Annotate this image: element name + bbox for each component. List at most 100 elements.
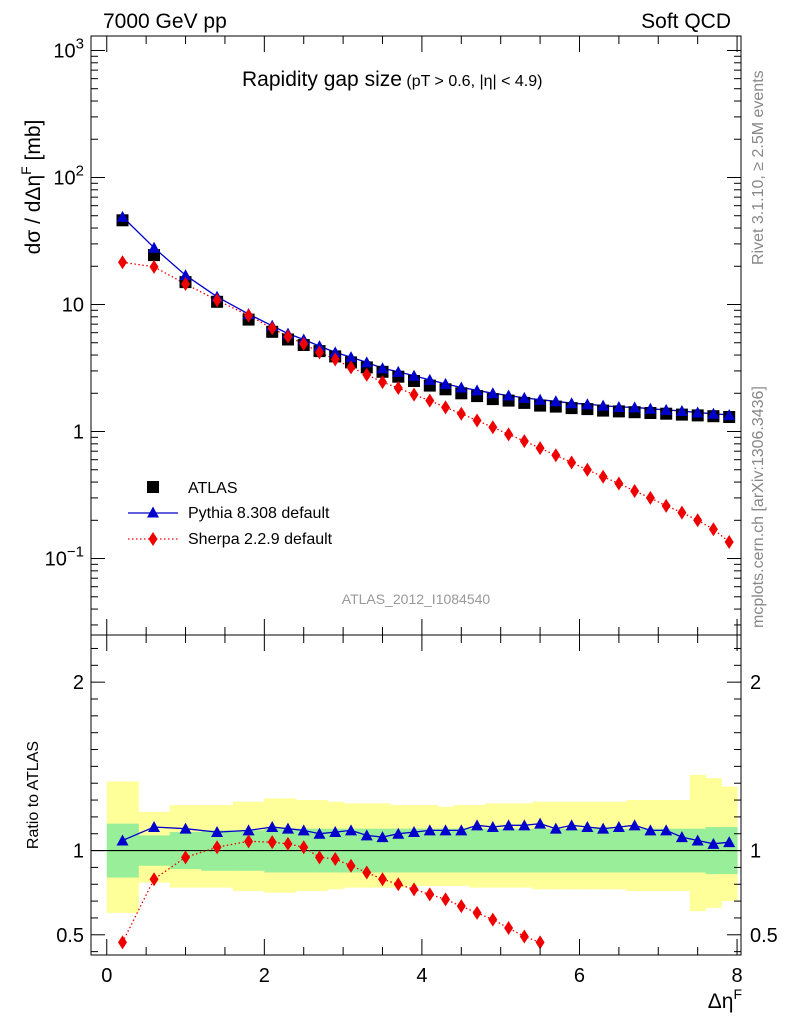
main-x-ticks <box>106 36 738 635</box>
main-point-pythia <box>660 403 673 415</box>
legend: ATLAS Pythia 8.308 default Sherpa 2.2.9 … <box>128 480 333 548</box>
main-point-sherpa <box>567 455 577 470</box>
main-point-sherpa <box>441 400 451 415</box>
ratio-point-sherpa <box>212 840 222 855</box>
main-point-sherpa <box>118 255 128 270</box>
main-point-sherpa <box>472 413 482 428</box>
main-point-pythia <box>581 398 594 410</box>
ratio-x-ticks: 0 2 4 6 8 <box>101 635 743 987</box>
main-point-sherpa <box>582 462 592 477</box>
main-point-pythia <box>691 406 704 418</box>
ratio-y-tick-label-right: 1 <box>750 841 761 863</box>
main-point-sherpa <box>598 469 608 484</box>
ratio-y-tick-label-right: 2 <box>750 672 761 694</box>
main-point-sherpa <box>267 321 277 336</box>
main-point-sherpa <box>283 329 293 344</box>
rivet-version-label: Rivet 3.1.10, ≥ 2.5M events <box>750 70 767 265</box>
ratio-point-pythia <box>179 822 192 834</box>
main-y-axis-label-sup: F <box>18 166 34 175</box>
main-point-sherpa <box>181 277 191 292</box>
x-tick-label: 2 <box>259 965 270 987</box>
ratio-y-tick-label-left: 0.5 <box>56 925 84 947</box>
main-point-pythia <box>707 407 720 419</box>
main-title: Rapidity gap size (pT > 0.6, |η| < 4.9) <box>242 68 542 91</box>
main-point-pythia <box>329 346 342 358</box>
main-y-axis-label-unit: [mb] <box>22 120 45 167</box>
main-point-sherpa <box>409 387 419 402</box>
ratio-point-pythia <box>455 824 468 836</box>
ratio-point-sherpa <box>118 935 128 950</box>
main-y-tick-label: 103 <box>53 35 84 62</box>
header-left-label: 7000 GeV pp <box>103 10 227 33</box>
ratio-point-pythia <box>297 824 310 836</box>
main-point-pythia <box>345 351 357 363</box>
analysis-label: ATLAS_2012_I1084540 <box>342 591 491 607</box>
ratio-point-sherpa <box>267 835 277 850</box>
ratio-point-sherpa <box>330 852 340 866</box>
main-point-pythia <box>392 365 405 377</box>
main-y-tick-label: 102 <box>53 162 84 189</box>
ratio-point-pythia <box>597 822 610 834</box>
ratio-point-pythia <box>211 826 224 838</box>
ratio-point-pythia <box>628 819 641 831</box>
ratio-point-pythia <box>281 822 294 834</box>
ratio-panel: 0.5 0.5 1 1 2 2 0 2 4 6 8 <box>56 634 778 987</box>
x-axis-label-main: Δη <box>708 990 734 1013</box>
main-point-sherpa <box>724 534 734 549</box>
ratio-point-sherpa <box>244 834 254 849</box>
legend-label-pythia: Pythia 8.308 default <box>188 505 330 522</box>
main-point-sherpa <box>378 375 388 390</box>
ratio-point-pythia <box>439 824 452 836</box>
ratio-point-pythia <box>518 819 531 831</box>
ratio-point-pythia <box>471 819 484 831</box>
main-point-pythia <box>116 210 129 222</box>
main-point-sherpa <box>393 381 403 396</box>
ratio-point-pythia <box>723 836 736 848</box>
ratio-point-pythia <box>707 837 720 849</box>
main-point-pythia <box>534 393 547 405</box>
main-point-pythia <box>518 391 531 403</box>
main-point-pythia <box>376 362 389 374</box>
main-point-sherpa <box>425 393 435 408</box>
main-point-pythia <box>360 356 373 368</box>
main-point-sherpa <box>362 367 372 382</box>
ratio-point-sherpa <box>472 905 482 920</box>
x-tick-label: 4 <box>416 965 427 987</box>
ratio-point-pythia <box>148 821 161 832</box>
main-point-pythia <box>471 384 484 396</box>
ratio-series-group <box>116 817 736 950</box>
ratio-point-sherpa <box>504 921 514 936</box>
ratio-panel-frame <box>90 634 742 956</box>
ratio-point-pythia <box>360 829 373 841</box>
mcplots-label: mcplots.cern.ch [arXiv:1306.3436] <box>750 386 767 628</box>
ratio-point-sherpa <box>378 872 388 887</box>
ratio-point-pythia <box>644 824 657 836</box>
main-point-pythia <box>408 369 421 381</box>
ratio-y-tick-label-right: 0.5 <box>750 925 778 947</box>
ratio-point-sherpa <box>346 858 356 873</box>
main-point-pythia <box>612 400 625 412</box>
main-point-sherpa <box>299 336 309 351</box>
ratio-point-pythia <box>376 831 389 843</box>
main-point-sherpa <box>149 259 159 274</box>
main-point-sherpa <box>244 308 254 323</box>
ratio-point-sherpa <box>488 912 498 927</box>
ratio-point-pythia <box>565 819 578 831</box>
ratio-point-pythia <box>502 819 515 831</box>
ratio-point-pythia <box>329 826 342 838</box>
ratio-point-sherpa <box>283 836 293 851</box>
main-point-pythia <box>455 381 468 393</box>
main-point-pythia <box>723 408 736 420</box>
ratio-point-sherpa <box>456 899 466 914</box>
ratio-point-pythia <box>675 831 688 843</box>
ratio-point-sherpa <box>425 887 435 902</box>
legend-marker-pythia <box>147 506 159 518</box>
main-title-sub: (pT > 0.6, |η| < 4.9) <box>406 73 542 90</box>
main-point-sherpa <box>677 505 687 520</box>
ratio-point-sherpa <box>393 877 403 892</box>
ratio-y-tick-label-left: 2 <box>73 672 84 694</box>
ratio-y-ticks: 0.5 0.5 1 1 2 2 <box>56 647 778 953</box>
ratio-point-sherpa <box>519 929 529 944</box>
header-right-label: Soft QCD <box>641 10 731 33</box>
ratio-point-pythia <box>581 821 594 832</box>
